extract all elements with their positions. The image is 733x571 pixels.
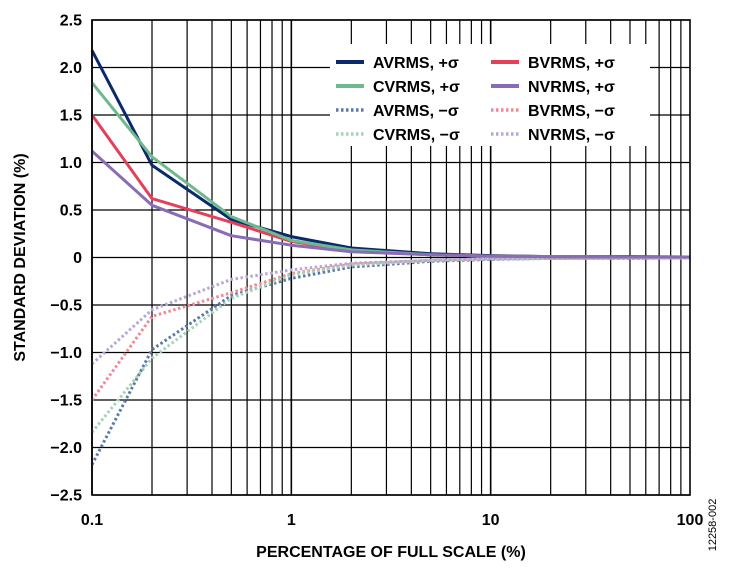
legend-label: AVRMS, +σ bbox=[373, 55, 459, 72]
y-tick-label: 0 bbox=[73, 250, 82, 267]
y-tick-label: 1.5 bbox=[60, 108, 82, 125]
y-tick-label: −1.5 bbox=[50, 393, 82, 410]
legend-label: NVRMS, −σ bbox=[528, 127, 615, 144]
x-axis-label: PERCENTAGE OF FULL SCALE (%) bbox=[256, 544, 526, 561]
x-tick-label: 10 bbox=[482, 512, 500, 529]
x-tick-labels: 0.1 1 10 100 bbox=[81, 512, 704, 529]
x-tick-label: 0.1 bbox=[81, 512, 103, 529]
legend-label: CVRMS, +σ bbox=[373, 79, 460, 96]
plot-frame bbox=[91, 19, 691, 496]
legend-label: CVRMS, −σ bbox=[373, 127, 460, 144]
y-tick-label: −2.5 bbox=[50, 488, 82, 505]
series-line bbox=[90, 256, 690, 434]
legend-label: BVRMS, +σ bbox=[528, 55, 615, 72]
legend-label: BVRMS, −σ bbox=[528, 103, 615, 120]
y-axis-label: STANDARD DEVIATION (%) bbox=[12, 153, 29, 361]
legend: AVRMS, +σ BVRMS, +σ CVRMS, +σ NVRMS, +σ AVRM… bbox=[330, 44, 650, 146]
y-tick-label: 1.0 bbox=[60, 155, 82, 172]
series-line bbox=[90, 149, 690, 259]
series-line bbox=[90, 256, 691, 466]
y-tick-label: −1.0 bbox=[50, 345, 82, 362]
legend-label: NVRMS, +σ bbox=[528, 79, 615, 96]
x-tick-label: 100 bbox=[677, 512, 704, 529]
y-tick-label: −0.5 bbox=[50, 298, 82, 315]
y-tick-label: −2.0 bbox=[50, 440, 82, 457]
legend-background bbox=[330, 44, 650, 146]
x-tick-label: 1 bbox=[287, 512, 296, 529]
figure-id: 12258-002 bbox=[707, 499, 719, 552]
y-tick-label: 2.0 bbox=[60, 60, 82, 77]
legend-label: AVRMS, −σ bbox=[373, 103, 459, 120]
series-lines bbox=[90, 49, 691, 466]
y-tick-label: 2.5 bbox=[60, 13, 82, 30]
series-line bbox=[90, 256, 690, 366]
y-tick-labels: 2.5 2.0 1.5 1.0 0.5 0 −0.5 −1.0 −1.5 −2.0 −2.5 bbox=[50, 13, 82, 505]
y-tick-label: 0.5 bbox=[60, 203, 82, 220]
